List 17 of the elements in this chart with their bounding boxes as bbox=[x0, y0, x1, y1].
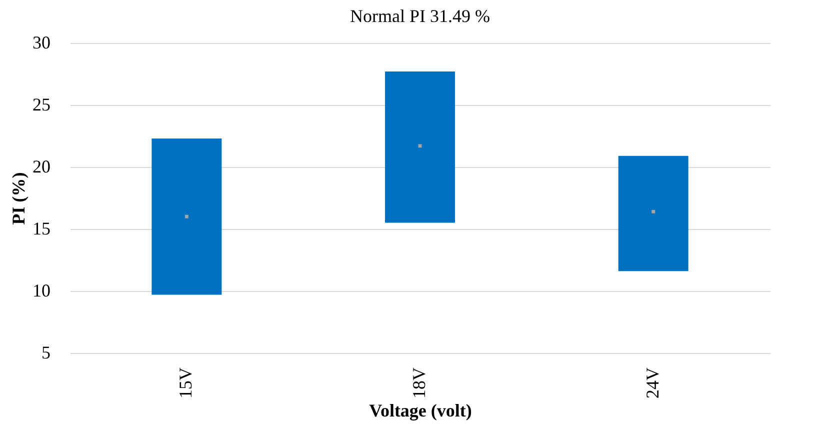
point bbox=[184, 214, 188, 218]
y-tick-label: 30 bbox=[32, 32, 50, 52]
x-tick-label: 18V bbox=[409, 368, 429, 398]
bar bbox=[618, 156, 688, 272]
y-tick-label: 15 bbox=[32, 218, 50, 238]
point bbox=[652, 210, 656, 214]
chart-title: Normal PI 31.49 % bbox=[350, 6, 490, 26]
x-tick-label: 24V bbox=[642, 368, 662, 398]
y-tick-label: 10 bbox=[32, 280, 50, 300]
bar bbox=[385, 72, 455, 223]
bar bbox=[152, 138, 222, 295]
y-tick-label: 5 bbox=[42, 342, 50, 362]
y-tick-label: 25 bbox=[32, 94, 50, 114]
x-tick-label: 15V bbox=[176, 368, 196, 398]
x-axis-title: Voltage (volt) bbox=[369, 400, 472, 420]
y-axis-title: PI (%) bbox=[8, 172, 28, 225]
y-tick-label: 20 bbox=[32, 156, 50, 176]
